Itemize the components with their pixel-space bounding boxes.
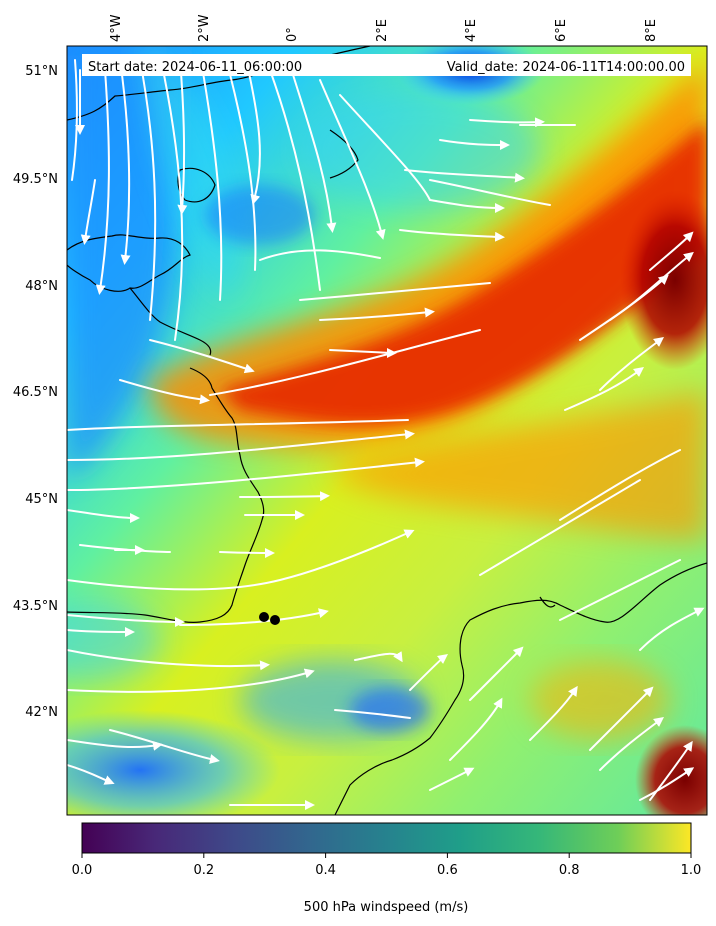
colorbar-gradient <box>81 822 692 854</box>
latitude-labels: 51°N 49.5°N 48°N 46.5°N 45°N 43.5°N 42°N <box>13 64 58 720</box>
lat-label-42n: 42°N <box>25 705 58 720</box>
colorbar-tick-1: 0.2 <box>193 863 214 878</box>
lon-label-4e: 4°E <box>464 19 479 42</box>
colorbar: 0.0 0.2 0.4 0.6 0.8 1.0 500 hPa windspee… <box>72 822 702 915</box>
lon-label-8e: 8°E <box>644 19 659 42</box>
valid-date-label: Valid_date: 2024-06-11T14:00:00.00 <box>447 60 685 75</box>
lat-label-51n: 51°N <box>25 64 58 79</box>
jet-stream <box>150 60 707 449</box>
colorbar-tick-5: 1.0 <box>681 863 702 878</box>
info-bar: Start date: 2024-06-11_06:00:00 Valid_da… <box>82 54 691 76</box>
lat-label-49-5n: 49.5°N <box>13 172 58 187</box>
lon-label-4w: 4°W <box>109 14 124 42</box>
colorbar-label: 500 hPa windspeed (m/s) <box>304 900 469 915</box>
lat-label-46-5n: 46.5°N <box>13 385 58 400</box>
lon-label-2e: 2°E <box>375 19 390 42</box>
colorbar-tick-2: 0.4 <box>315 863 336 878</box>
lon-label-0: 0° <box>285 27 300 42</box>
marker-point-b <box>270 615 280 625</box>
map-frame <box>66 45 708 816</box>
colorbar-tick-4: 0.8 <box>559 863 580 878</box>
marker-point-a <box>259 612 269 622</box>
start-date-label: Start date: 2024-06-11_06:00:00 <box>88 60 302 75</box>
lat-label-45n: 45°N <box>25 492 58 507</box>
location-markers <box>259 612 280 625</box>
colorbar-tick-3: 0.6 <box>437 863 458 878</box>
streamlines <box>67 54 705 810</box>
map-panel: Start date: 2024-06-11_06:00:00 Valid_da… <box>67 46 707 815</box>
lat-label-48n: 48°N <box>25 279 58 294</box>
longitude-labels: 4°W 2°W 0° 2°E 4°E 6°E 8°E <box>109 14 659 42</box>
lon-label-2w: 2°W <box>197 14 212 42</box>
lon-label-6e: 6°E <box>554 19 569 42</box>
lat-label-43-5n: 43.5°N <box>13 599 58 614</box>
colorbar-tick-0: 0.0 <box>72 863 93 878</box>
